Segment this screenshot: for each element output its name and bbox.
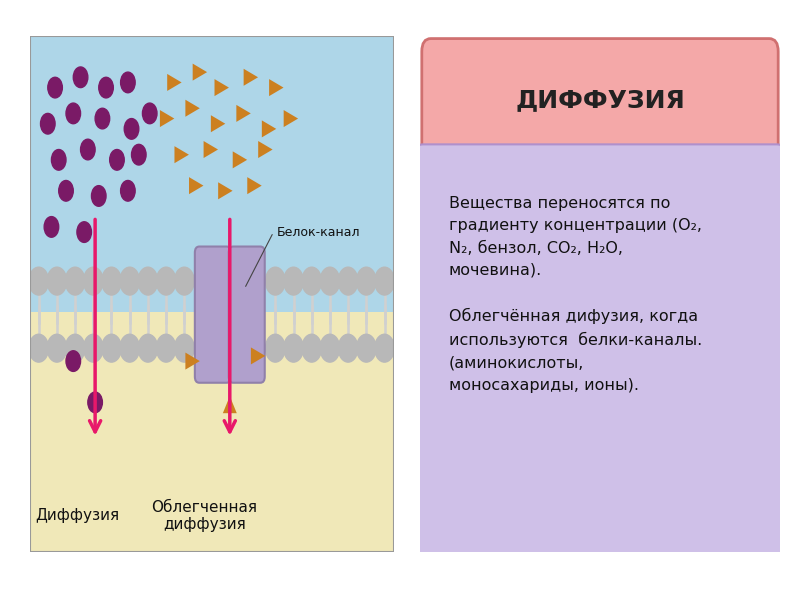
Polygon shape xyxy=(258,141,273,158)
Circle shape xyxy=(47,334,66,362)
Circle shape xyxy=(41,113,55,134)
Circle shape xyxy=(156,267,176,295)
Circle shape xyxy=(91,185,106,206)
Circle shape xyxy=(66,267,85,295)
Circle shape xyxy=(83,267,103,295)
Circle shape xyxy=(338,267,358,295)
Polygon shape xyxy=(284,110,298,127)
Circle shape xyxy=(374,267,394,295)
Circle shape xyxy=(320,267,340,295)
Circle shape xyxy=(284,267,303,295)
Text: Диффузия: Диффузия xyxy=(35,508,119,523)
Polygon shape xyxy=(211,115,226,132)
Circle shape xyxy=(156,334,176,362)
Polygon shape xyxy=(193,64,207,80)
FancyBboxPatch shape xyxy=(195,247,231,383)
Circle shape xyxy=(266,334,285,362)
Polygon shape xyxy=(236,105,250,122)
Circle shape xyxy=(88,392,102,413)
Circle shape xyxy=(66,103,81,124)
Polygon shape xyxy=(244,69,258,86)
Circle shape xyxy=(83,334,103,362)
Polygon shape xyxy=(223,396,237,413)
Circle shape xyxy=(357,334,376,362)
Circle shape xyxy=(142,103,157,124)
Polygon shape xyxy=(186,100,200,117)
Text: ДИФФУЗИЯ: ДИФФУЗИЯ xyxy=(515,88,685,113)
Polygon shape xyxy=(233,151,247,169)
Circle shape xyxy=(174,334,194,362)
Bar xyxy=(30,36,394,317)
Polygon shape xyxy=(203,141,218,158)
Polygon shape xyxy=(262,121,276,137)
Polygon shape xyxy=(251,347,266,364)
FancyBboxPatch shape xyxy=(229,247,265,383)
Polygon shape xyxy=(247,177,262,194)
Circle shape xyxy=(124,119,139,139)
Circle shape xyxy=(102,334,122,362)
Circle shape xyxy=(81,139,95,160)
Polygon shape xyxy=(174,146,189,163)
Polygon shape xyxy=(218,182,233,199)
Polygon shape xyxy=(167,74,182,91)
Text: Облегченная
диффузия: Облегченная диффузия xyxy=(151,500,258,532)
Circle shape xyxy=(74,67,88,88)
Circle shape xyxy=(357,267,376,295)
Circle shape xyxy=(320,334,340,362)
Circle shape xyxy=(77,222,91,242)
Circle shape xyxy=(120,334,139,362)
Polygon shape xyxy=(269,79,283,96)
Polygon shape xyxy=(186,353,200,370)
Circle shape xyxy=(48,77,62,98)
Circle shape xyxy=(29,334,49,362)
Circle shape xyxy=(110,149,124,170)
Circle shape xyxy=(47,267,66,295)
Circle shape xyxy=(58,181,74,201)
Circle shape xyxy=(266,267,285,295)
Circle shape xyxy=(121,72,135,93)
Circle shape xyxy=(44,217,58,237)
Circle shape xyxy=(66,334,85,362)
Circle shape xyxy=(174,267,194,295)
Circle shape xyxy=(66,351,81,371)
Circle shape xyxy=(302,334,322,362)
Polygon shape xyxy=(189,177,203,194)
Text: Вещества переносятся по
градиенту концентрации (О₂,
N₂, бензол, СО₂, Н₂О,
мочеви: Вещества переносятся по градиенту концен… xyxy=(449,196,702,392)
FancyBboxPatch shape xyxy=(409,145,791,562)
Circle shape xyxy=(284,334,303,362)
Circle shape xyxy=(302,267,322,295)
Bar xyxy=(30,312,394,552)
Circle shape xyxy=(374,334,394,362)
Circle shape xyxy=(102,267,122,295)
Polygon shape xyxy=(214,79,229,96)
Circle shape xyxy=(51,149,66,170)
Circle shape xyxy=(338,334,358,362)
Circle shape xyxy=(138,267,158,295)
Circle shape xyxy=(138,334,158,362)
Circle shape xyxy=(29,267,49,295)
Circle shape xyxy=(120,267,139,295)
Polygon shape xyxy=(160,110,174,127)
Circle shape xyxy=(131,145,146,165)
Circle shape xyxy=(121,181,135,201)
FancyBboxPatch shape xyxy=(422,38,778,163)
Circle shape xyxy=(98,77,114,98)
Text: Белок-канал: Белок-канал xyxy=(277,226,361,239)
Circle shape xyxy=(95,108,110,129)
